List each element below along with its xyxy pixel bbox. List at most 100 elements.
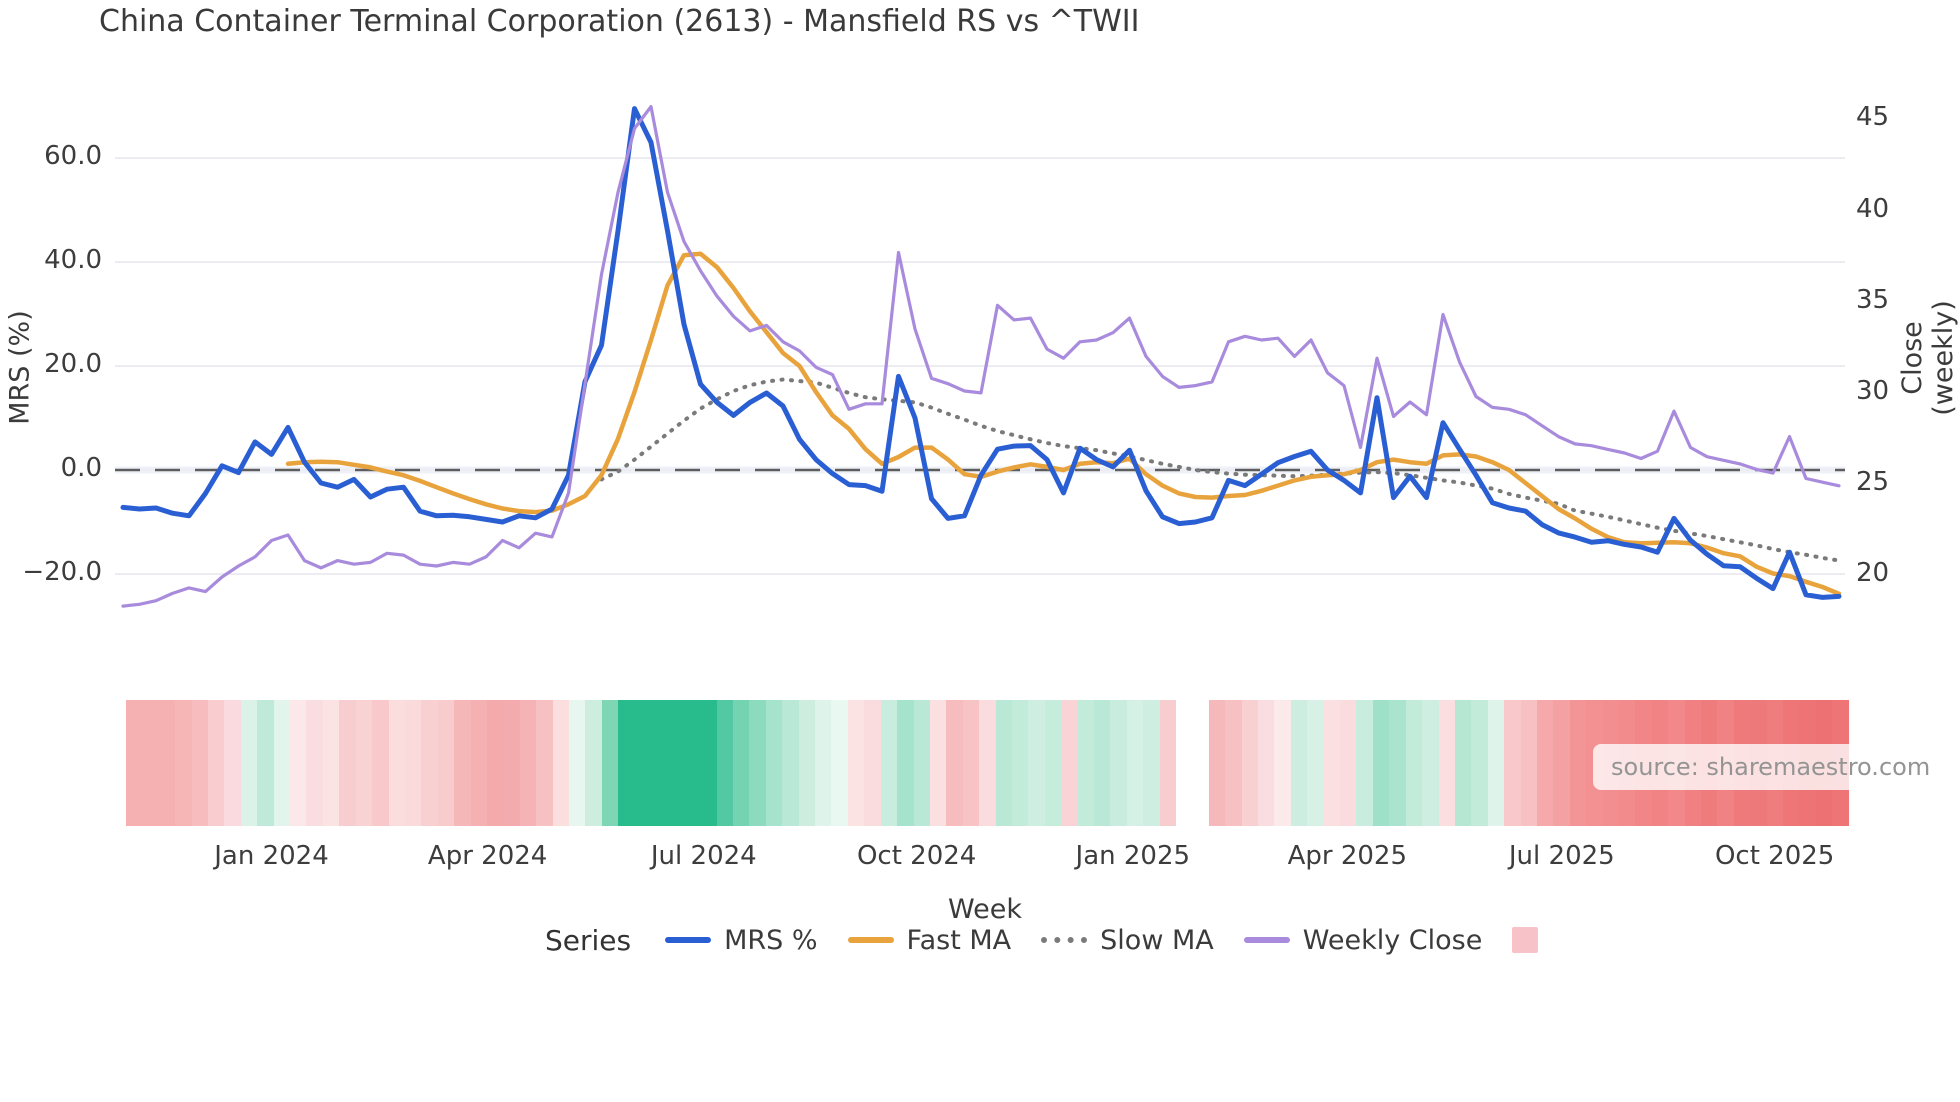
heat-cell <box>864 700 881 826</box>
legend: Series MRS % Fast MA Slow MA Weekly Clos… <box>545 918 1551 962</box>
heat-cell <box>306 700 323 826</box>
y-left-tick-label: 40.0 <box>44 245 102 275</box>
legend-label-mrs: MRS % <box>724 924 818 956</box>
heat-cell <box>1323 700 1341 826</box>
legend-item-weekly-close[interactable]: Weekly Close <box>1243 925 1482 956</box>
heat-cell <box>519 700 537 826</box>
heat-cell <box>126 700 143 826</box>
legend-item-mrs[interactable]: MRS % <box>665 924 818 956</box>
heat-cell <box>1176 700 1193 826</box>
heat-cell <box>913 700 930 826</box>
heat-cell <box>995 700 1012 826</box>
legend-title: Series <box>545 923 632 957</box>
heat-cell <box>815 700 832 826</box>
heat-cell <box>1520 700 1537 826</box>
y-right-tick-label: 20 <box>1856 558 1890 589</box>
x-tick-label: Apr 2025 <box>1287 841 1407 871</box>
legend-dotted-swatch-slow-ma <box>1041 937 1088 943</box>
x-tick-label: Jan 2024 <box>214 841 329 871</box>
heat-cell <box>1487 700 1505 826</box>
heat-cell <box>733 700 750 826</box>
heat-cell <box>257 700 274 826</box>
heat-cell <box>1093 700 1111 826</box>
x-tick-label: Apr 2024 <box>427 841 548 871</box>
legend-label-fast-ma: Fast MA <box>906 924 1012 956</box>
heat-cell <box>1569 700 1587 826</box>
heat-cell <box>716 700 734 826</box>
heat-cell <box>847 700 865 826</box>
x-tick-label: Jul 2025 <box>1508 841 1615 871</box>
heat-cell <box>421 700 438 826</box>
heat-cell <box>634 700 651 826</box>
heat-cell <box>979 700 996 826</box>
heat-cell <box>1126 700 1144 826</box>
heat-cell <box>503 700 520 826</box>
series-mrs-line <box>120 106 1842 600</box>
heat-cell <box>372 700 389 826</box>
heat-cell <box>1028 700 1045 826</box>
series-weekly-close-line <box>121 105 1841 608</box>
heat-cell <box>585 700 602 826</box>
heat-cell <box>1340 700 1357 826</box>
heat-cell <box>700 700 717 826</box>
heat-cell <box>208 700 225 826</box>
heat-cell <box>749 700 766 826</box>
heat-cell <box>240 700 258 826</box>
heat-cell <box>1044 700 1062 826</box>
x-tick-label: Jul 2024 <box>650 841 757 871</box>
y-left-tick-label: 60.0 <box>44 141 102 171</box>
legend-item-fast-ma[interactable]: Fast MA <box>847 924 1012 956</box>
heat-cell <box>1077 700 1094 826</box>
y-left-tick-label: 20.0 <box>44 349 102 379</box>
heat-cell <box>782 700 799 826</box>
heat-cell <box>339 700 356 826</box>
heat-cell <box>1454 700 1472 826</box>
legend-line-swatch-mrs <box>665 937 712 943</box>
heat-cell <box>1356 700 1373 826</box>
legend-item-slow-ma[interactable]: Slow MA <box>1041 925 1214 956</box>
heat-cell <box>142 700 159 826</box>
legend-item-heat[interactable] <box>1512 927 1551 953</box>
heat-cell <box>897 700 914 826</box>
legend-square-swatch-heat <box>1512 927 1539 953</box>
heat-cell <box>437 700 455 826</box>
heat-cell <box>1208 700 1226 826</box>
heat-cell <box>322 700 340 826</box>
heat-cell <box>191 700 209 826</box>
heat-cell <box>1061 700 1078 826</box>
heat-cell <box>1422 700 1439 826</box>
heat-cell <box>552 700 569 826</box>
heat-cell <box>536 700 553 826</box>
heat-cell <box>962 700 980 826</box>
heat-cell <box>158 700 176 826</box>
y-right-tick-label: 45 <box>1856 102 1890 133</box>
heat-cell <box>1405 700 1423 826</box>
heat-cell <box>224 700 241 826</box>
y-left-tick-label: −20.0 <box>22 557 102 587</box>
heat-cell <box>831 700 848 826</box>
heat-cell <box>1225 700 1242 826</box>
heat-cell <box>929 700 947 826</box>
heat-cell <box>601 700 619 826</box>
heat-cell <box>1290 700 1308 826</box>
y-right-tick-label: 35 <box>1856 284 1890 315</box>
heat-cell <box>1553 700 1570 826</box>
heat-cell <box>273 700 291 826</box>
heat-cell <box>1372 700 1390 826</box>
heat-cell <box>1258 700 1275 826</box>
heat-cell <box>486 700 504 826</box>
chart-title: China Container Terminal Corporation (26… <box>99 4 1140 39</box>
heatmap-strip <box>126 700 1849 826</box>
heat-cell <box>946 700 963 826</box>
x-axis-title: Week <box>948 894 1022 925</box>
heat-cell <box>1307 700 1324 826</box>
heat-cell <box>1536 700 1554 826</box>
y-right-tick-label: 25 <box>1856 467 1890 497</box>
heat-cell <box>618 700 635 826</box>
heat-cell <box>454 700 471 826</box>
heat-cell <box>1110 700 1127 826</box>
y-right-tick-label: 30 <box>1856 375 1890 406</box>
heat-cell <box>1438 700 1455 826</box>
